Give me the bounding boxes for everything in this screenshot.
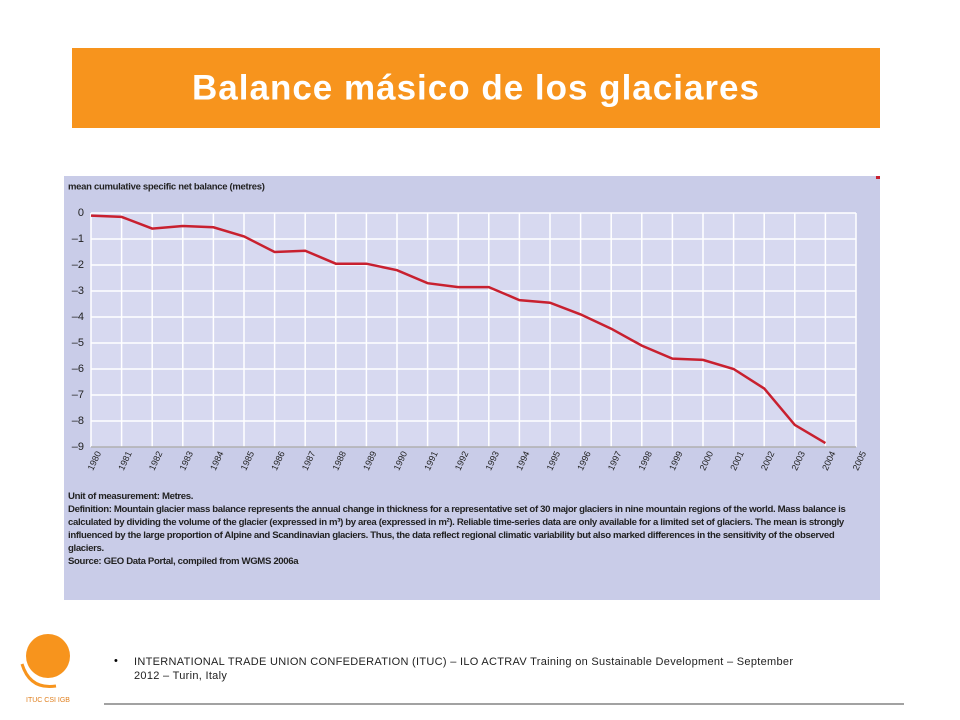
note-label: Source: (68, 556, 102, 567)
y-tick-label: –2 (72, 259, 84, 271)
logo-swoosh (20, 663, 57, 689)
plot-area (91, 213, 856, 447)
logo-text: ITUC CSI IGB (26, 697, 70, 704)
note-text: Metres. (161, 491, 194, 502)
chart-notes: Unit of measurement: Metres. Definition: … (68, 490, 868, 568)
bullet: • (114, 655, 118, 667)
note-text: represents the annual change in thicknes… (68, 504, 846, 554)
title-banner (72, 48, 880, 128)
note: Source: GEO Data Portal, compiled from W… (68, 555, 868, 568)
y-tick-label: –7 (72, 389, 84, 401)
y-tick-label: –9 (72, 441, 84, 453)
y-tick-label: –3 (72, 285, 84, 297)
y-tick-label: 0 (78, 207, 84, 219)
corner-mark (876, 176, 880, 179)
footer: INTERNATIONAL TRADE UNION CONFEDERATION … (134, 656, 794, 682)
note: Unit of measurement: Metres. (68, 490, 868, 503)
logo-circle (26, 634, 70, 678)
y-tick-label: –1 (72, 233, 84, 245)
y-tick-label: –5 (72, 337, 84, 349)
note-label: Unit of measurement: (68, 491, 160, 502)
data-line (90, 214, 827, 445)
slide-title: Balance másico de los glaciares (192, 68, 760, 107)
y-tick-label: –6 (72, 363, 84, 375)
note: Definition: Mountain glacier mass balanc… (68, 503, 868, 555)
note-text: GEO Data Portal, compiled from WGMS 2006… (103, 556, 299, 567)
note-label: Definition: Mountain glacier mass balanc… (68, 504, 246, 515)
y-tick-label: –4 (72, 311, 84, 323)
y-tick-label: –8 (72, 415, 84, 427)
y-axis-title: mean cumulative specific net balance (me… (68, 182, 265, 193)
